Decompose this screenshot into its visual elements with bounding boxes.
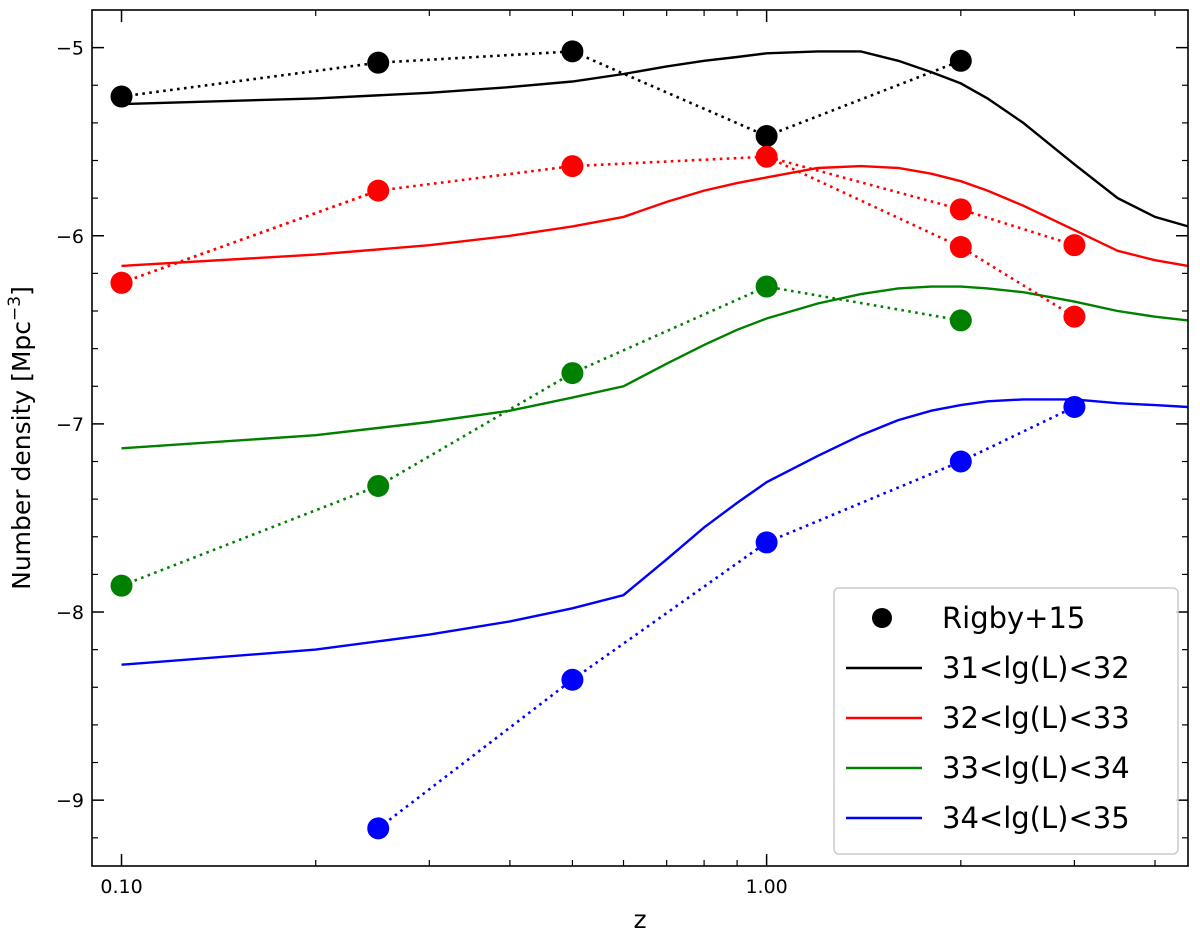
legend-label: 33<lg(L)<34: [942, 751, 1130, 785]
observed-point: [561, 155, 584, 178]
observed-point: [110, 85, 133, 108]
y-axis-label-close: ]: [7, 286, 36, 296]
observed-point: [561, 362, 584, 385]
model-line-34<lg(L)<35: [121, 398, 1189, 666]
observed-point: [755, 531, 778, 554]
observed-point: [367, 51, 390, 74]
observed-point: [755, 145, 778, 168]
series-layer: [110, 40, 1189, 840]
y-tick-label: −6: [56, 226, 84, 248]
legend-entries: Rigby+15 31<lg(L)<32 32<lg(L)<33 33<lg(L)<3…: [846, 601, 1130, 835]
observed-point: [949, 49, 972, 72]
legend: Rigby+15 31<lg(L)<32 32<lg(L)<33 33<lg(L)<3…: [833, 587, 1179, 855]
observed-point: [110, 574, 133, 597]
observed-point: [1063, 395, 1086, 418]
legend-box: [833, 587, 1179, 855]
observed-dotted-line: [377, 405, 1075, 830]
x-tick-label: 1.00: [745, 876, 787, 898]
observed-point: [949, 450, 972, 473]
observed-point: [1063, 305, 1086, 328]
y-tick-label: −9: [56, 790, 84, 812]
plot-frame: [91, 9, 1189, 867]
observed-point: [1063, 234, 1086, 257]
legend-label: 32<lg(L)<33: [942, 701, 1130, 735]
observed-dotted-line: [121, 50, 962, 138]
observed-dotted-line: [121, 155, 1075, 285]
observed-point: [110, 271, 133, 294]
y-axis-label-superscript: −3: [5, 296, 25, 321]
observed-point: [755, 275, 778, 298]
observed-point: [949, 309, 972, 332]
observed-dotted-line: [377, 285, 962, 488]
model-line-31<lg(L)<32: [121, 50, 1189, 228]
y-tick-label: −8: [56, 602, 84, 624]
ticks-layer: 0.10 1.00 −5 −6 −7 −8 −9: [56, 10, 1188, 898]
observed-dotted-line-extra: [121, 189, 379, 285]
observed-point: [561, 40, 584, 63]
observed-point: [561, 668, 584, 691]
legend-marker: [872, 608, 892, 628]
observed-point: [949, 236, 972, 259]
y-axis-label-main: Number density [Mpc: [7, 321, 36, 590]
model-line-32<lg(L)<33: [121, 164, 1189, 268]
x-axis-label: z: [633, 905, 646, 934]
observed-point: [367, 817, 390, 840]
y-tick-label: −7: [56, 414, 84, 436]
observed-dotted-line-extra: [766, 155, 1076, 318]
y-tick-label: −5: [56, 38, 84, 60]
observed-point: [949, 198, 972, 221]
observed-dotted-line-extra: [121, 484, 379, 587]
legend-label: 34<lg(L)<35: [942, 801, 1130, 835]
legend-label: 31<lg(L)<32: [942, 651, 1130, 685]
model-line-33<lg(L)<34: [121, 285, 1189, 450]
y-axis-label: Number density [Mpc−3]: [5, 286, 36, 590]
observed-point: [367, 179, 390, 202]
observed-point: [755, 125, 778, 148]
legend-label: Rigby+15: [942, 601, 1085, 635]
x-tick-label: 0.10: [100, 876, 142, 898]
observed-point: [367, 474, 390, 497]
